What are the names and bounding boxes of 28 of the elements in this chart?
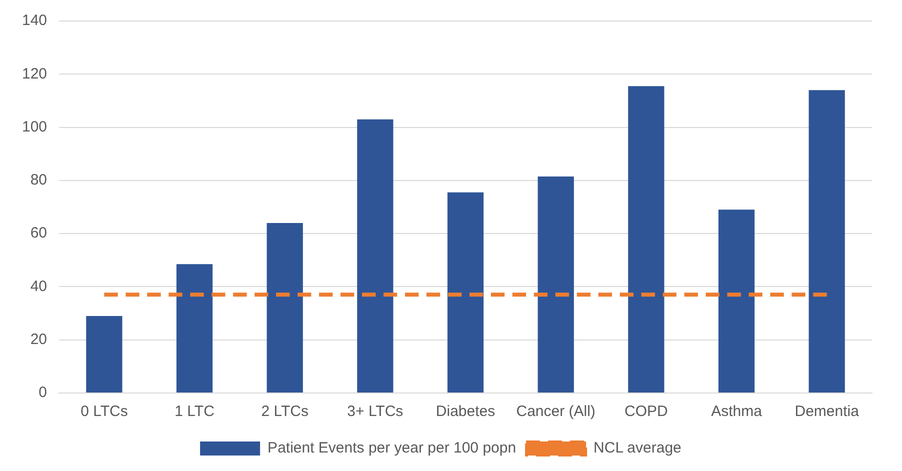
y-tick-label: 80: [30, 172, 48, 189]
legend-label: Patient Events per year per 100 popn: [268, 440, 516, 457]
x-tick-label: 2 LTCs: [261, 403, 308, 420]
x-tick-label: 0 LTCs: [80, 403, 128, 420]
legend-label: NCL average: [594, 440, 682, 457]
bar: [718, 210, 755, 392]
x-tick-label: COPD: [624, 403, 668, 420]
bar: [266, 222, 303, 392]
y-tick-label: 60: [30, 224, 48, 242]
bar: [538, 176, 574, 392]
x-tick-label: Cancer (All): [516, 403, 596, 420]
y-tick-label: 120: [22, 65, 48, 82]
bar: [176, 264, 213, 392]
bar: [808, 90, 845, 392]
bar: [447, 192, 484, 392]
x-tick-label: Asthma: [711, 403, 763, 420]
x-tick-label: 3+ LTCs: [347, 403, 404, 420]
y-tick-label: 0: [38, 384, 48, 402]
bar: [86, 316, 122, 392]
x-tick-label: Diabetes: [436, 403, 496, 420]
y-tick-label: 100: [22, 118, 48, 136]
y-tick-label: 140: [22, 12, 48, 30]
bar: [628, 86, 664, 392]
bar: [357, 119, 394, 392]
x-tick-label: 1 LTC: [174, 403, 215, 420]
y-tick-label: 20: [30, 331, 48, 348]
y-tick-label: 40: [30, 278, 48, 295]
x-tick-label: Dementia: [794, 403, 860, 420]
